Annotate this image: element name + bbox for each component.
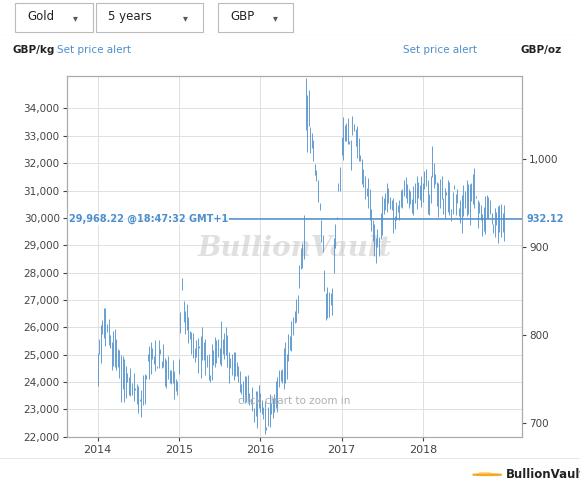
Text: 932.12: 932.12	[527, 214, 564, 224]
Text: Set price alert: Set price alert	[57, 45, 131, 55]
Circle shape	[473, 474, 502, 475]
Text: 5 years: 5 years	[108, 10, 152, 23]
FancyBboxPatch shape	[14, 3, 93, 32]
Text: ▾: ▾	[273, 13, 277, 23]
Text: GBP/oz: GBP/oz	[521, 45, 562, 55]
FancyBboxPatch shape	[96, 3, 203, 32]
Text: ▾: ▾	[72, 13, 77, 23]
FancyBboxPatch shape	[218, 3, 293, 32]
Text: Set price alert: Set price alert	[403, 45, 477, 55]
Text: ▾: ▾	[183, 13, 187, 23]
Text: GBP: GBP	[230, 10, 255, 23]
Text: Gold: Gold	[27, 10, 55, 23]
Text: BullionVault: BullionVault	[197, 236, 392, 263]
Text: BullionVault: BullionVault	[506, 468, 580, 481]
Text: 29,968.22 @18:47:32 GMT+1: 29,968.22 @18:47:32 GMT+1	[69, 214, 228, 224]
Text: GBP/kg: GBP/kg	[13, 45, 55, 55]
Text: click chart to zoom in: click chart to zoom in	[238, 396, 350, 406]
Circle shape	[479, 472, 491, 473]
